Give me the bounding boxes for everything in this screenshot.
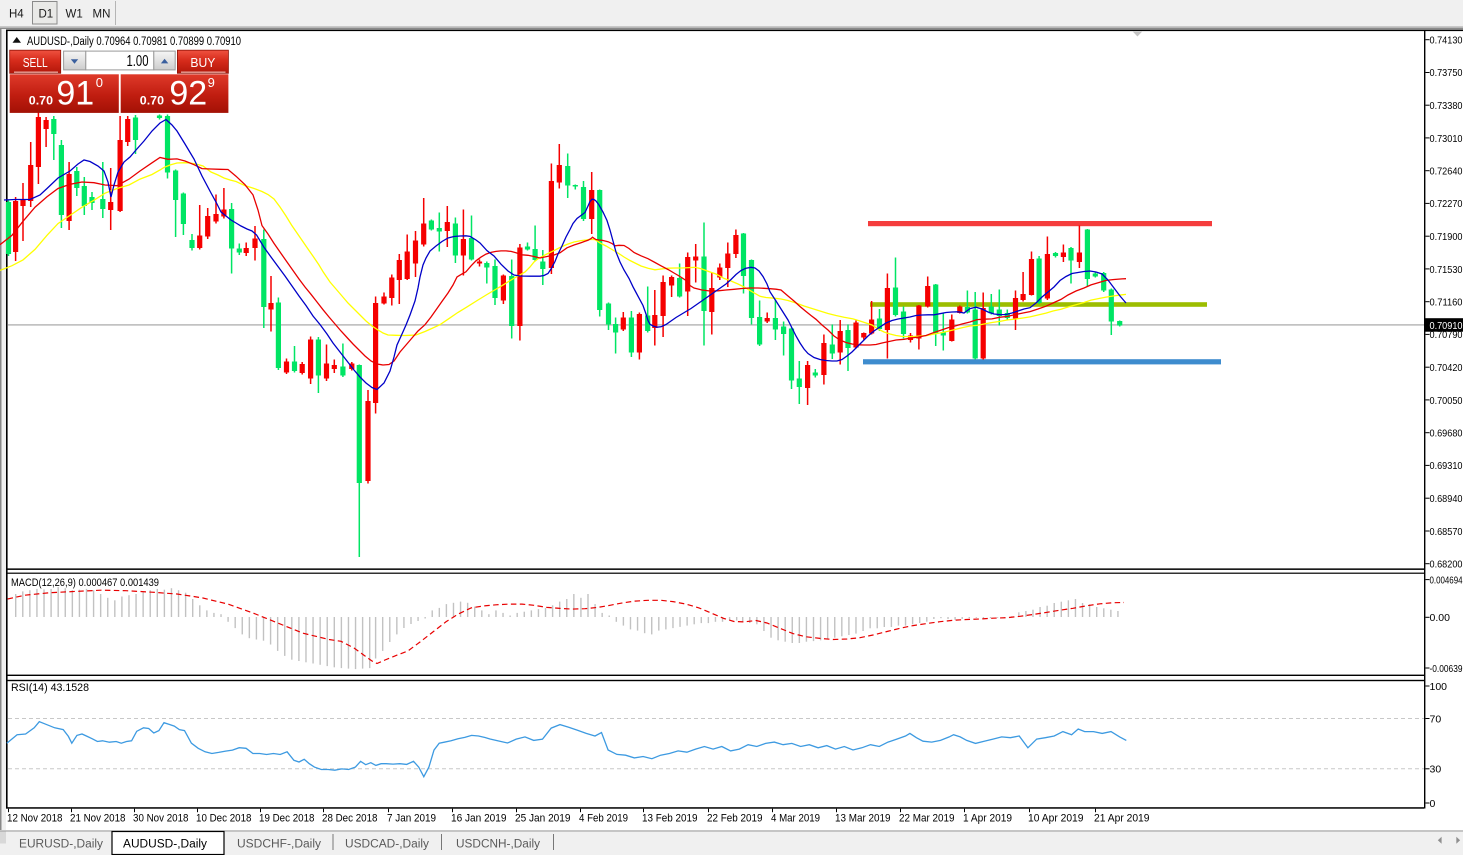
svg-text:4 Mar 2019: 4 Mar 2019 xyxy=(771,813,820,825)
svg-text:EURUSD-,Daily: EURUSD-,Daily xyxy=(19,839,103,851)
svg-text:AUDUSD-,Daily 0.70964 0.70981: AUDUSD-,Daily 0.70964 0.70981 0.70899 0.… xyxy=(27,36,241,48)
svg-text:21 Nov 2018: 21 Nov 2018 xyxy=(70,813,126,825)
svg-text:MACD(12,26,9) 0.000467 0.00143: MACD(12,26,9) 0.000467 0.001439 xyxy=(11,577,159,589)
svg-text:4 Feb 2019: 4 Feb 2019 xyxy=(579,813,628,825)
svg-text:0.70420: 0.70420 xyxy=(1430,362,1463,374)
svg-text:0.73750: 0.73750 xyxy=(1430,67,1463,79)
svg-text:0.004694: 0.004694 xyxy=(1430,574,1463,586)
svg-text:USDCNH-,Daily: USDCNH-,Daily xyxy=(456,839,540,851)
svg-text:28 Dec 2018: 28 Dec 2018 xyxy=(322,813,378,825)
svg-text:0.68940: 0.68940 xyxy=(1430,493,1463,505)
svg-text:SELL: SELL xyxy=(23,55,48,70)
svg-text:0.69310: 0.69310 xyxy=(1430,460,1463,472)
svg-text:0: 0 xyxy=(1430,798,1436,810)
svg-text:70: 70 xyxy=(1430,713,1442,725)
svg-text:0.71530: 0.71530 xyxy=(1430,264,1463,276)
svg-text:-0.00639: -0.00639 xyxy=(1430,663,1463,675)
svg-text:0.70: 0.70 xyxy=(140,95,164,107)
svg-text:21 Apr 2019: 21 Apr 2019 xyxy=(1094,813,1150,825)
svg-text:10 Apr 2019: 10 Apr 2019 xyxy=(1028,813,1084,825)
svg-text:1.00: 1.00 xyxy=(127,53,149,70)
svg-text:BUY: BUY xyxy=(190,55,215,70)
svg-text:0.70050: 0.70050 xyxy=(1430,395,1463,407)
svg-text:0.68570: 0.68570 xyxy=(1430,526,1463,538)
svg-text:0.70: 0.70 xyxy=(29,95,53,107)
svg-text:0.71900: 0.71900 xyxy=(1430,231,1463,243)
svg-text:1 Apr 2019: 1 Apr 2019 xyxy=(963,813,1012,825)
svg-text:W1: W1 xyxy=(66,9,83,21)
svg-text:0.00: 0.00 xyxy=(1430,612,1451,624)
svg-text:10 Dec 2018: 10 Dec 2018 xyxy=(196,813,252,825)
svg-text:22 Feb 2019: 22 Feb 2019 xyxy=(707,813,763,825)
svg-text:0.72270: 0.72270 xyxy=(1430,198,1463,210)
svg-text:USDCAD-,Daily: USDCAD-,Daily xyxy=(345,839,429,851)
svg-text:D1: D1 xyxy=(39,9,54,21)
svg-text:USDCHF-,Daily: USDCHF-,Daily xyxy=(237,839,321,851)
svg-text:0.72640: 0.72640 xyxy=(1430,166,1463,178)
svg-text:0.74130: 0.74130 xyxy=(1430,35,1463,47)
svg-text:0.70790: 0.70790 xyxy=(1430,329,1463,341)
svg-text:0.71160: 0.71160 xyxy=(1430,297,1463,309)
svg-text:0.73010: 0.73010 xyxy=(1430,133,1463,145)
svg-text:MN: MN xyxy=(93,9,111,21)
svg-text:25 Jan 2019: 25 Jan 2019 xyxy=(515,813,571,825)
svg-text:91: 91 xyxy=(56,75,94,113)
svg-text:0: 0 xyxy=(96,75,103,90)
svg-text:16 Jan 2019: 16 Jan 2019 xyxy=(451,813,507,825)
svg-text:RSI(14) 43.1528: RSI(14) 43.1528 xyxy=(11,682,89,694)
svg-text:12 Nov 2018: 12 Nov 2018 xyxy=(7,813,63,825)
svg-text:0.73380: 0.73380 xyxy=(1430,100,1463,112)
svg-text:0.70910: 0.70910 xyxy=(1430,320,1463,332)
svg-text:19 Dec 2018: 19 Dec 2018 xyxy=(259,813,315,825)
svg-text:92: 92 xyxy=(169,75,207,113)
svg-text:22 Mar 2019: 22 Mar 2019 xyxy=(899,813,955,825)
svg-text:AUDUSD-,Daily: AUDUSD-,Daily xyxy=(123,839,207,851)
svg-text:30 Nov 2018: 30 Nov 2018 xyxy=(133,813,189,825)
svg-text:0.68200: 0.68200 xyxy=(1430,559,1463,571)
svg-text:0.69680: 0.69680 xyxy=(1430,428,1463,440)
svg-text:13 Feb 2019: 13 Feb 2019 xyxy=(642,813,698,825)
svg-text:H4: H4 xyxy=(9,9,24,21)
svg-text:13 Mar 2019: 13 Mar 2019 xyxy=(835,813,891,825)
svg-text:7 Jan 2019: 7 Jan 2019 xyxy=(387,813,436,825)
svg-text:30: 30 xyxy=(1430,764,1442,776)
svg-text:9: 9 xyxy=(208,75,215,90)
svg-text:100: 100 xyxy=(1430,681,1448,693)
